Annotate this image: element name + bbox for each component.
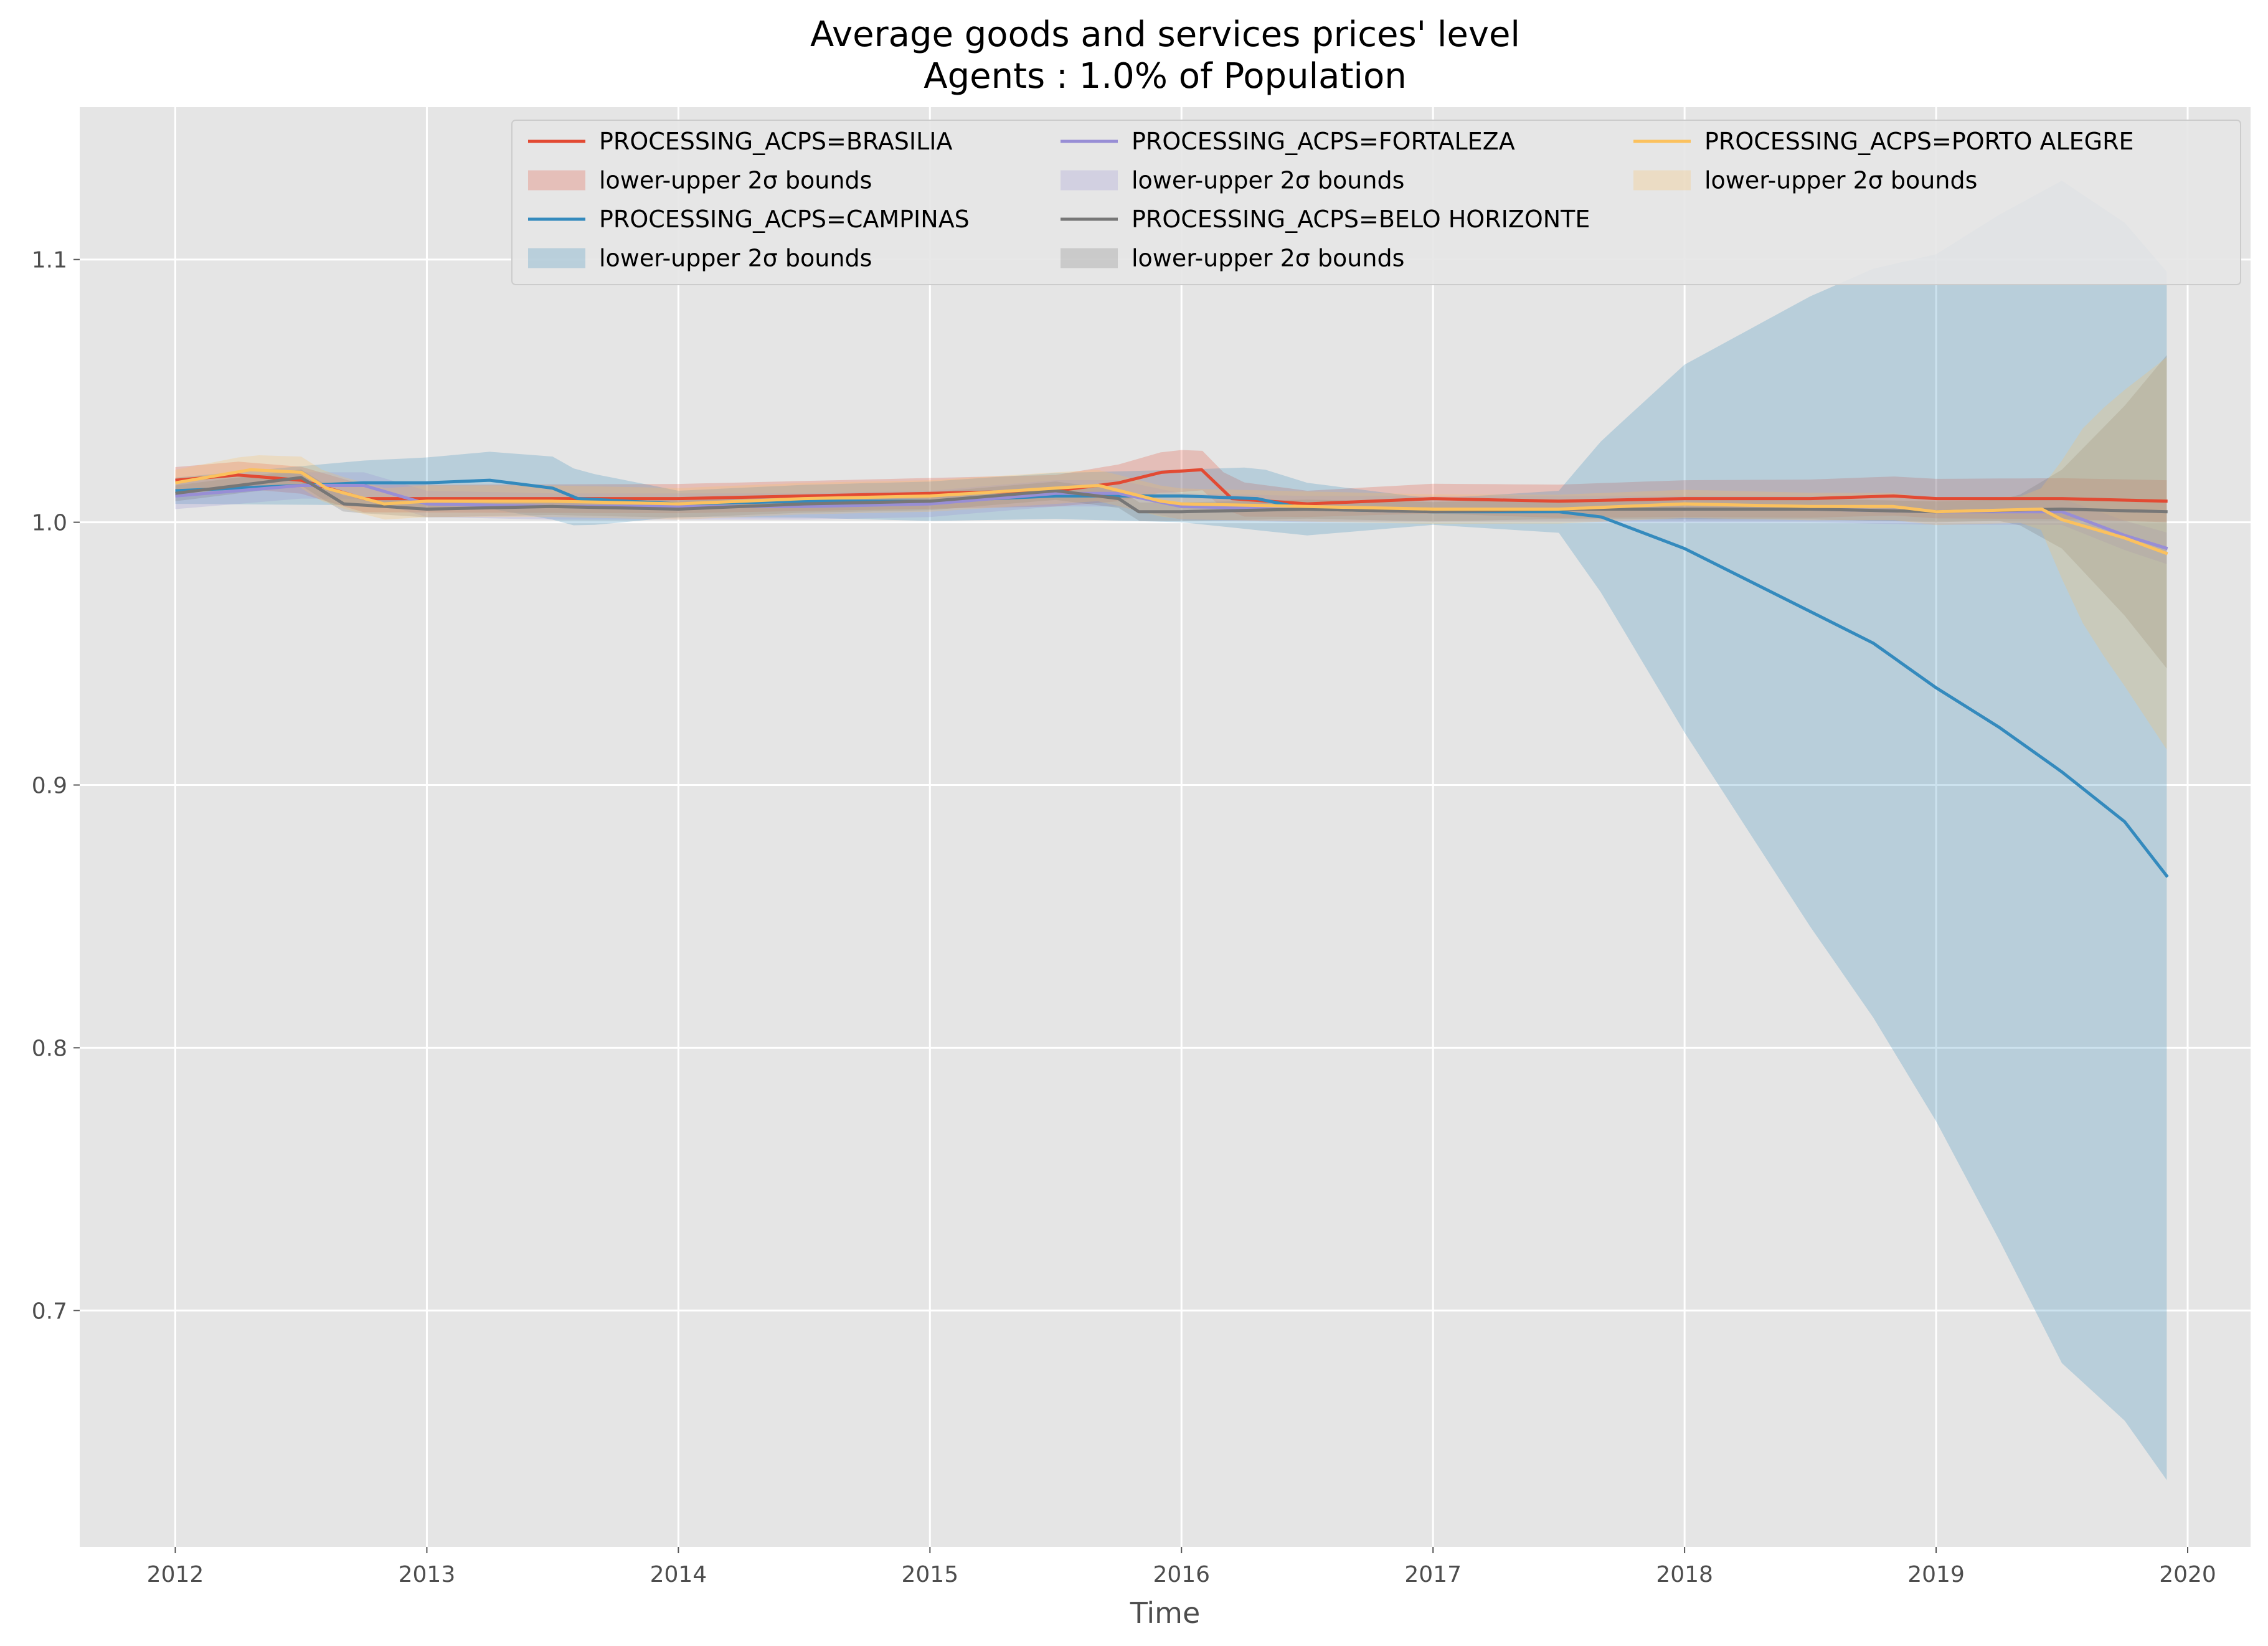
legend-label-line-porto-alegre: PROCESSING_ACPS=PORTO ALEGRE xyxy=(1704,128,2134,155)
legend-label-band-fortaleza: lower-upper 2σ bounds xyxy=(1132,167,1404,194)
y-tick-label: 0.8 xyxy=(32,1036,67,1061)
y-axis: 0.7 0.8 0.9 1.0 1.1 xyxy=(32,248,80,1324)
x-tick-label: 2015 xyxy=(902,1562,959,1587)
y-tick-label: 0.7 xyxy=(32,1298,67,1324)
legend-band-swatch-fortaleza xyxy=(1061,170,1118,191)
legend-label-band-brasilia: lower-upper 2σ bounds xyxy=(599,167,872,194)
y-tick-label: 1.0 xyxy=(32,511,67,536)
line-campinas xyxy=(175,478,2169,878)
x-tick-label: 2014 xyxy=(650,1562,707,1587)
legend-box xyxy=(511,120,2241,285)
grid xyxy=(80,107,2251,1547)
x-axis: 2012 2013 2014 2015 2016 2017 2018 2019 2020 xyxy=(147,1547,2216,1587)
legend-label-line-fortaleza: PROCESSING_ACPS=FORTALEZA xyxy=(1132,128,1515,155)
legend-label-line-campinas: PROCESSING_ACPS=CAMPINAS xyxy=(599,206,970,233)
x-tick-label: 2018 xyxy=(1656,1562,1713,1587)
legend-band-swatch-porto-alegre xyxy=(1633,170,1691,191)
x-tick-label: 2017 xyxy=(1404,1562,1462,1587)
x-tick-label: 2013 xyxy=(399,1562,456,1587)
chart-subtitle: Agents : 1.0% of Population xyxy=(924,56,1406,97)
legend-band-swatch-campinas xyxy=(528,248,585,268)
x-tick-label: 2020 xyxy=(2159,1562,2216,1587)
legend-band-swatch-belo-horizonte xyxy=(1061,248,1118,268)
legend-label-line-brasilia: PROCESSING_ACPS=BRASILIA xyxy=(599,128,952,155)
legend-label-band-campinas: lower-upper 2σ bounds xyxy=(599,245,872,272)
line-belo-horizonte xyxy=(175,476,2168,514)
legend-label-line-belo-horizonte: PROCESSING_ACPS=BELO HORIZONTE xyxy=(1132,206,1590,233)
legend-label-band-belo-horizonte: lower-upper 2σ bounds xyxy=(1132,245,1404,272)
chart-title: Average goods and services prices' level xyxy=(810,14,1520,55)
legend: PROCESSING_ACPS=BRASILIA lower-upper 2σ b… xyxy=(511,120,2241,285)
x-tick-label: 2016 xyxy=(1153,1562,1210,1587)
legend-band-swatch-brasilia xyxy=(528,170,585,191)
x-tick-label: 2019 xyxy=(1907,1562,1965,1587)
band-fortaleza xyxy=(175,472,2167,564)
y-tick-label: 1.1 xyxy=(32,248,67,273)
legend-label-band-porto-alegre: lower-upper 2σ bounds xyxy=(1704,167,1977,194)
x-tick-label: 2012 xyxy=(147,1562,204,1587)
series-lines xyxy=(175,468,2169,878)
plot-area xyxy=(80,107,2251,1547)
y-tick-label: 0.9 xyxy=(32,773,67,798)
x-axis-label: Time xyxy=(1130,1596,1201,1630)
line-porto-alegre xyxy=(175,468,2168,556)
